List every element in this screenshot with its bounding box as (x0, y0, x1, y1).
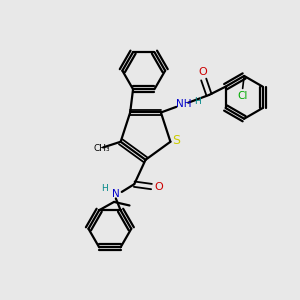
Text: O: O (154, 182, 163, 192)
Text: H: H (101, 184, 108, 193)
Text: Cl: Cl (238, 91, 248, 101)
Text: NH: NH (176, 99, 191, 109)
Text: N: N (112, 189, 120, 199)
Text: O: O (199, 68, 208, 77)
Text: H: H (194, 97, 201, 106)
Text: S: S (172, 134, 180, 147)
Text: CH₃: CH₃ (93, 143, 110, 152)
